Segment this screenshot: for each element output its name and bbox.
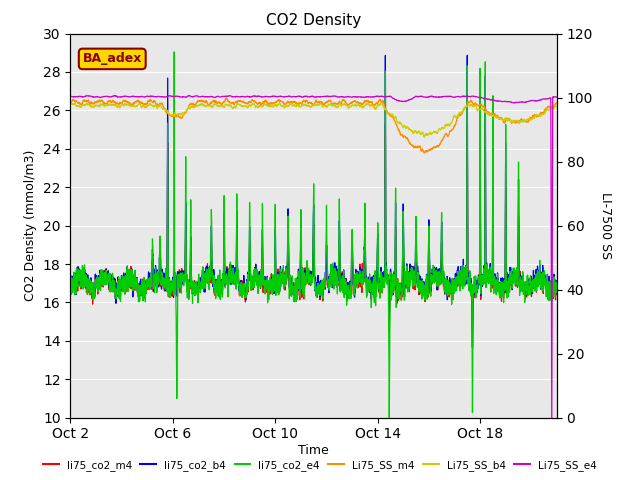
Text: BA_adex: BA_adex [83,52,142,65]
Y-axis label: CO2 Density (mmol/m3): CO2 Density (mmol/m3) [24,150,37,301]
Y-axis label: LI-7500 SS: LI-7500 SS [599,192,612,259]
Legend: li75_co2_m4, li75_co2_b4, li75_co2_e4, Li75_SS_m4, Li75_SS_b4, Li75_SS_e4: li75_co2_m4, li75_co2_b4, li75_co2_e4, L… [39,456,601,475]
Title: CO2 Density: CO2 Density [266,13,361,28]
X-axis label: Time: Time [298,444,329,457]
